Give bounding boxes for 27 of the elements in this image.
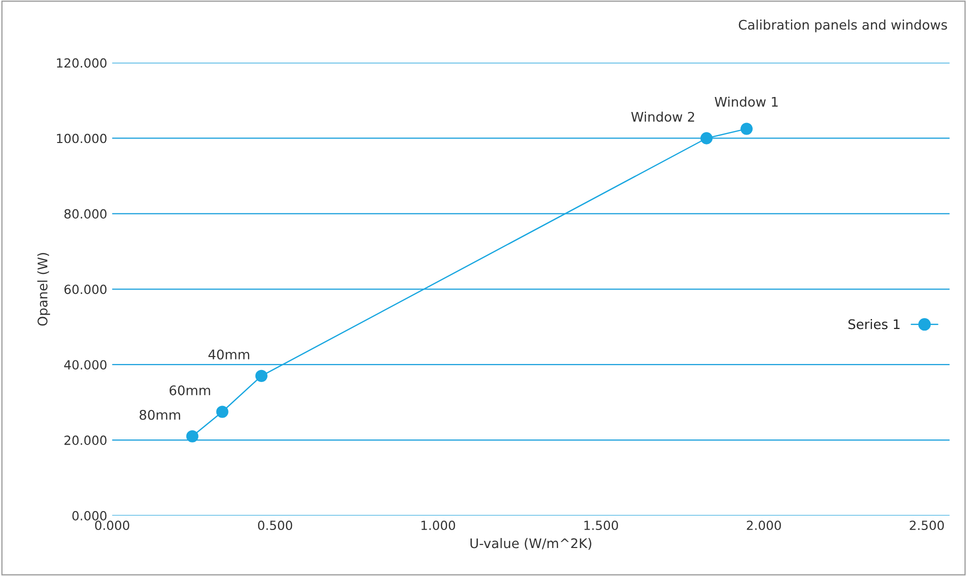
x-tick-label: 0.000 (95, 520, 130, 530)
annotation: 60mm (170, 385, 210, 396)
point (255, 370, 268, 382)
annotation: Window 2 (631, 112, 694, 122)
y-tick-label: 100.000 (56, 134, 106, 144)
y-tick-label: 0.000 (72, 510, 106, 520)
point (700, 132, 713, 144)
x-axis-title: U-value (W/m^2K) (470, 538, 592, 550)
y-tick-label: 80.000 (64, 209, 106, 219)
point (186, 430, 198, 442)
x-tick-label: 0.500 (258, 520, 292, 530)
y-axis-title: Opanel (W) (37, 253, 50, 326)
annotation: Window 1 (714, 96, 778, 107)
x-tick-label: 2.500 (910, 520, 944, 530)
y-tick-label: 20.000 (64, 436, 106, 445)
point (216, 406, 228, 418)
x-tick-label: 1.500 (584, 520, 618, 530)
annotation: 80mm (140, 410, 180, 420)
annotation: 40mm (208, 350, 250, 360)
x-tick-label: 1.000 (422, 520, 456, 530)
chart-title: Calibration panels and windows (738, 20, 948, 32)
x-tick-label: 2.000 (746, 520, 781, 530)
y-tick-label: 120.000 (56, 58, 106, 68)
y-tick-label: 60.000 (64, 284, 106, 294)
y-tick-label: 40.000 (64, 360, 106, 370)
point (740, 122, 753, 135)
legend-label: Series 1 (848, 318, 900, 330)
